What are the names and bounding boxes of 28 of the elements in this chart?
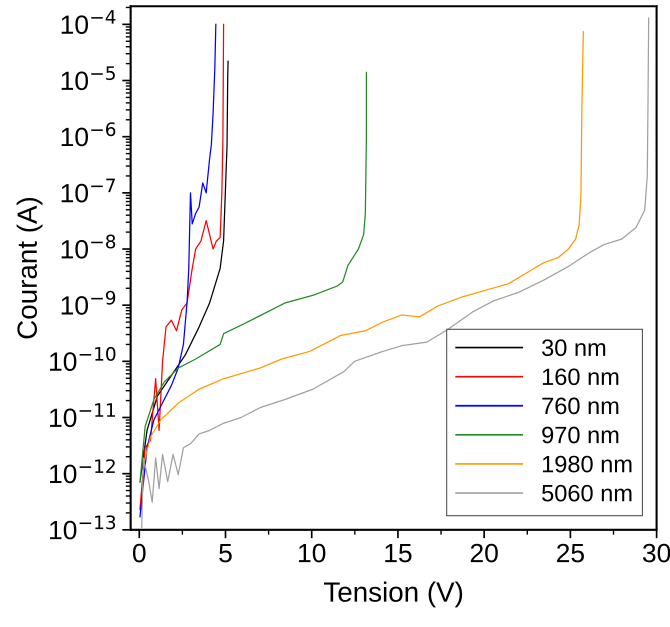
y-tick-label: 10$^{−7}$	[62, 178, 115, 202]
legend-label: 160 nm	[542, 368, 618, 386]
x-tick-label: 5	[219, 544, 232, 562]
x-tick-label: 0	[132, 544, 146, 562]
y-tick-label: 10$^{−11}$	[50, 403, 115, 428]
x-tick-label: 15	[385, 544, 412, 562]
x-tick-label: 30	[642, 544, 670, 562]
legend-label: 760 nm	[542, 398, 618, 414]
y-tick-label: 10$^{−8}$	[62, 234, 116, 259]
y-tick-label: 10$^{−4}$	[62, 10, 116, 34]
y-tick-label: 10$^{−13}$	[50, 515, 116, 540]
y-tick-label: 10$^{−9}$	[62, 290, 116, 315]
x-tick-label: 10	[299, 544, 326, 562]
legend-label: 1980 nm	[542, 456, 632, 472]
legend-label: 5060 nm	[542, 484, 632, 502]
x-axis-title: Tension (V)	[324, 582, 462, 608]
line-series	[141, 17, 650, 528]
x-tick-label: 25	[557, 544, 584, 562]
x-tick-label: 20	[470, 544, 498, 562]
line-series	[139, 72, 368, 483]
legend-label: 30 nm	[542, 339, 606, 356]
legend-label: 970 nm	[542, 426, 618, 444]
y-tick-label: 10$^{−12}$	[50, 459, 115, 484]
line-series	[139, 60, 229, 483]
y-axis-title: Courant (A)	[16, 198, 42, 338]
y-tick-label: 10$^{−10}$	[50, 346, 116, 371]
y-tick-label: 10$^{−6}$	[62, 122, 116, 146]
y-tick-label: 10$^{−5}$	[62, 66, 115, 90]
